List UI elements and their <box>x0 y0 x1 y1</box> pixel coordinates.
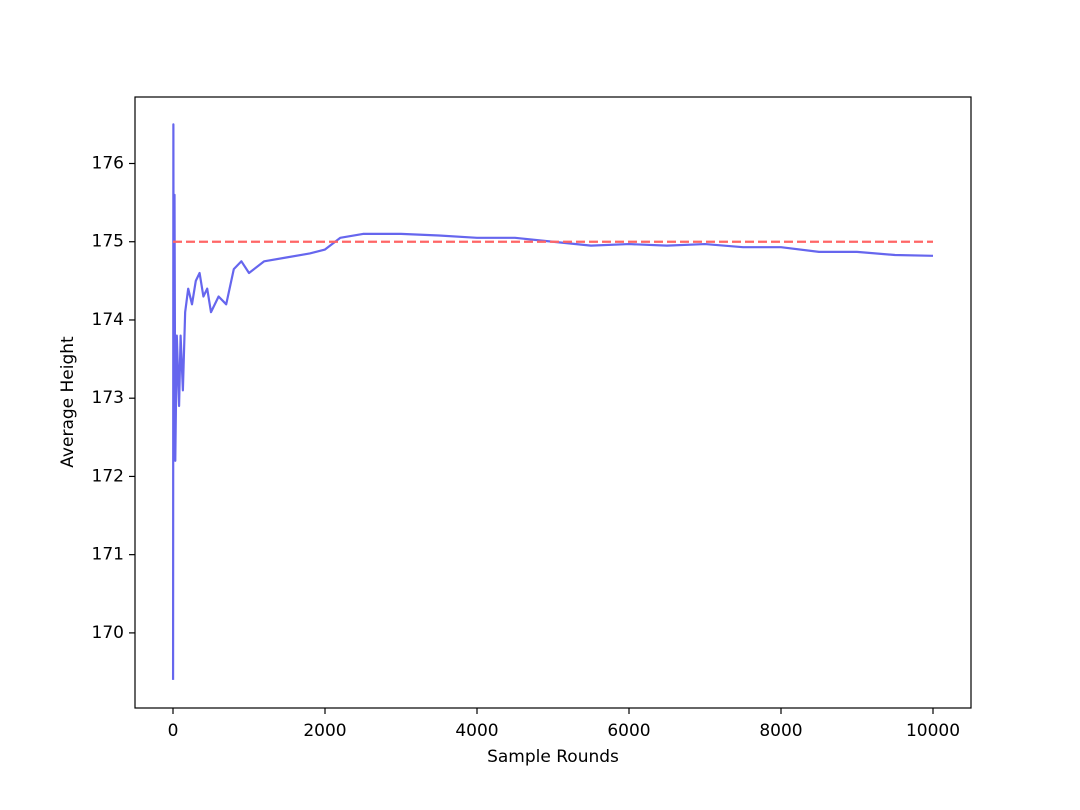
y-tick-label: 173 <box>92 388 124 408</box>
y-tick-label: 170 <box>92 623 124 643</box>
x-tick-label: 10000 <box>906 721 960 741</box>
y-tick-label: 174 <box>92 310 124 330</box>
y-tick-label: 172 <box>92 466 124 486</box>
x-tick-label: 8000 <box>759 721 802 741</box>
y-axis-label: Average Height <box>58 336 78 468</box>
x-tick-label: 2000 <box>303 721 346 741</box>
data-line <box>171 123 934 680</box>
y-tick-label: 175 <box>92 232 124 252</box>
x-tick-label: 0 <box>168 721 179 741</box>
y-tick-label: 176 <box>92 153 124 173</box>
x-tick-label: 6000 <box>607 721 650 741</box>
x-tick-label: 4000 <box>455 721 498 741</box>
x-axis-label: Sample Rounds <box>487 747 619 767</box>
y-tick-label: 171 <box>92 545 124 565</box>
plot-frame <box>134 96 972 709</box>
